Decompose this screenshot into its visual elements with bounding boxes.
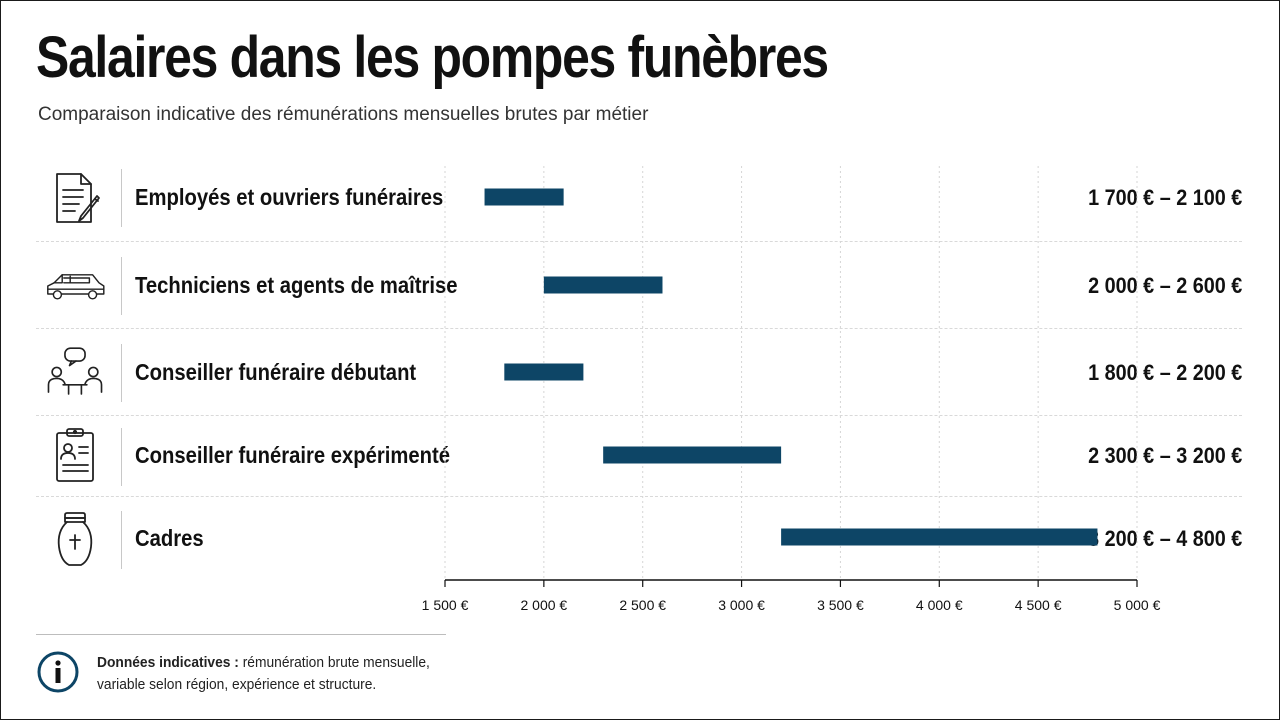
x-tick-label: 3 500 € [817, 597, 864, 613]
category-label: Conseiller funéraire expérimenté [135, 442, 450, 468]
range-label: 1 800 € – 2 200 € [1087, 360, 1242, 385]
icon-separator [121, 344, 122, 402]
x-tick-label: 5 000 € [1114, 597, 1161, 613]
footer-divider [36, 634, 446, 635]
row-divider [36, 415, 1242, 416]
category-label: Techniciens et agents de maîtrise [135, 272, 458, 298]
footnote-text: rémunération brute mensuelle, variable s… [97, 654, 430, 693]
range-label: 2 000 € – 2 600 € [1087, 273, 1242, 298]
footnote-bold: Données indicatives : [97, 654, 239, 671]
x-tick-label: 3 000 € [718, 597, 765, 613]
range-bar [543, 276, 663, 294]
hearse-icon [30, 254, 120, 318]
document-pen-icon [30, 166, 120, 230]
info-icon [37, 651, 79, 693]
category-label: Cadres [135, 525, 204, 551]
range-label: 3 200 € – 4 800 € [1087, 526, 1242, 551]
x-tick-label: 4 500 € [1015, 597, 1062, 613]
category-label: Conseiller funéraire débutant [135, 359, 417, 385]
range-label: 1 700 € – 2 100 € [1087, 185, 1242, 210]
row-divider [36, 496, 1242, 497]
conversation-icon [30, 340, 120, 404]
x-tick-label: 1 500 € [422, 597, 469, 613]
range-bar [484, 188, 564, 206]
x-tick-label: 2 000 € [520, 597, 567, 613]
range-bar [504, 363, 584, 381]
range-bar [781, 528, 1098, 546]
icon-separator [121, 169, 122, 227]
icon-separator [121, 257, 122, 315]
row-divider [36, 328, 1242, 329]
chart-title: Salaires dans les pompes funèbres [36, 25, 829, 90]
urn-icon [30, 507, 120, 571]
chart-subtitle: Comparaison indicative des rémunérations… [38, 104, 649, 125]
row-divider [36, 241, 1242, 242]
footnote: Données indicatives : rémunération brute… [97, 652, 447, 696]
range-label: 2 300 € – 3 200 € [1087, 443, 1242, 468]
x-tick-label: 4 000 € [916, 597, 963, 613]
category-label: Employés et ouvriers funéraires [135, 184, 444, 210]
icon-separator [121, 511, 122, 569]
range-bar [603, 446, 782, 464]
clipboard-profile-icon [30, 423, 120, 487]
icon-separator [121, 428, 122, 486]
x-tick-label: 2 500 € [619, 597, 666, 613]
